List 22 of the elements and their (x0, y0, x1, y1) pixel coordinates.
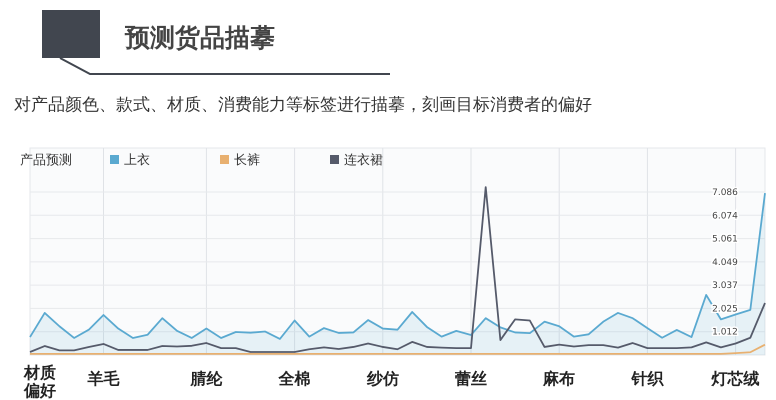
chart-title: 预测货品描摹 (124, 23, 275, 52)
y-tick-label: 4.049 (712, 258, 738, 268)
y-tick-label: 6.074 (712, 211, 738, 222)
legend-label: 上衣 (124, 153, 150, 168)
chart-subtitle: 对产品颜色、款式、材质、消费能力等标签进行描摹，刻画目标消费者的偏好 (14, 95, 592, 115)
y-tick-label: 7.086 (712, 188, 738, 198)
x-tick-label: 针织 (630, 369, 664, 388)
x-tick-label: 全棉 (278, 369, 311, 388)
line-series (29, 344, 766, 355)
legend-label: 连衣裙 (344, 153, 383, 168)
x-tick-label: 纱仿 (366, 369, 399, 388)
x-tick-label: 麻布 (542, 369, 576, 388)
legend-label: 长裤 (234, 153, 260, 168)
y-tick-label: 5.061 (712, 234, 738, 245)
x-tick-label: 羊毛 (86, 369, 120, 388)
x-tick-label: 蕾丝 (454, 369, 487, 388)
y-tick-label: 3.037 (712, 281, 738, 292)
x-tick-label: 腈纶 (189, 369, 224, 388)
x-axis-title: 材质偏好 (24, 363, 57, 400)
y-tick-label: 1.012 (712, 328, 738, 338)
legend-title: 产品预测 (20, 153, 72, 168)
x-tick-label: 灯芯绒 (710, 369, 760, 388)
